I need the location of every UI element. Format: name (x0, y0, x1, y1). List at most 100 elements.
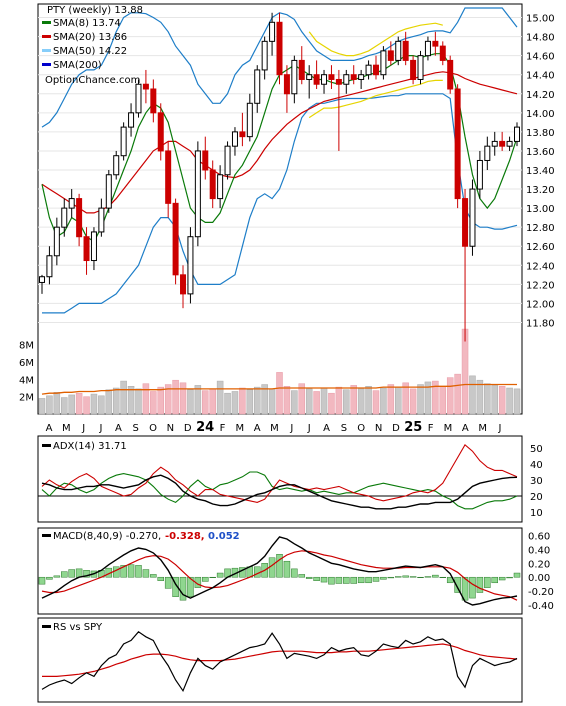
candle-body (358, 74, 365, 80)
macd-histogram-bar (202, 576, 209, 582)
volume-bar (246, 389, 254, 415)
candle-body (224, 145, 231, 176)
volume-bar (498, 386, 506, 415)
volume-bar (283, 386, 291, 415)
candle-body (306, 74, 313, 80)
macd-histogram-bar (53, 575, 61, 578)
candle-body (113, 155, 120, 176)
volume-bar (432, 380, 439, 415)
macd-hist-value: 0.052 (208, 531, 240, 542)
volume-bar (506, 387, 513, 415)
candle-body (239, 131, 246, 138)
macd-histogram-bar (476, 576, 484, 593)
candle-body (128, 112, 135, 128)
volume-bar (409, 388, 417, 415)
volume-bar (142, 383, 150, 415)
candle-body (135, 83, 142, 114)
macd-histogram-bar (424, 576, 432, 578)
price-tick-label: 12.00 (526, 299, 555, 310)
macd-pane: 0.60 0.40 0.20 0.00 -0.20 -0.40 MACD(8,40,9) … (37, 527, 554, 615)
volume-bar (135, 388, 142, 415)
candle-body (432, 40, 439, 47)
macd-histogram-bar (179, 576, 187, 601)
x-axis-label: D (392, 423, 400, 434)
price-tick-label: 12.80 (526, 223, 555, 234)
candle-body (246, 102, 253, 138)
volume-bar (380, 387, 387, 415)
volume-bar (150, 391, 157, 415)
legend-swatch-sma20 (42, 35, 51, 38)
price-tick-label: 13.80 (526, 128, 555, 139)
volume-bar (112, 387, 120, 415)
volume-bar (75, 392, 83, 415)
candle-body (313, 74, 320, 85)
volume-average-line (41, 383, 517, 395)
candle-body (157, 112, 164, 152)
x-axis-label: M (478, 423, 487, 434)
candle-body (46, 255, 53, 278)
macd-histogram-bar (350, 576, 357, 584)
candle-body (484, 145, 491, 161)
macd-legend-swatch (42, 534, 51, 537)
legend-swatch-sma8 (42, 21, 51, 24)
x-axis-label: J (289, 423, 293, 434)
legend-sma200: SMA(200) (53, 60, 102, 71)
volume-bar (127, 386, 135, 415)
candle-body (269, 21, 276, 42)
x-axis-labels: A M J J A S O N D 24 F M A M J J A S O N D 25 F M A M J (46, 420, 502, 435)
volume-bar (268, 388, 276, 415)
macd-histogram-bar (387, 576, 395, 579)
macd-histogram-bar (135, 565, 142, 578)
candle-body (514, 126, 520, 142)
candle-body (83, 236, 90, 262)
volume-bars (38, 328, 521, 415)
candlesticks (39, 12, 520, 342)
candle-body (365, 64, 372, 76)
legend-sma50: SMA(50) 14.22 (53, 46, 127, 57)
macd-tick-label: 0.20 (528, 559, 550, 570)
x-axis-label: A (115, 423, 122, 434)
macd-histogram-bar (46, 576, 53, 580)
volume-bar (231, 391, 239, 415)
volume-bar (239, 387, 246, 415)
volume-bar (172, 379, 179, 415)
candle-body (469, 188, 476, 247)
x-axis-label: S (133, 423, 139, 434)
x-axis-label: A (323, 423, 330, 434)
macd-histogram-bar (513, 572, 521, 578)
adx-tick-label: 20 (530, 492, 543, 503)
legend-sma8: SMA(8) 13.74 (53, 18, 121, 29)
macd-histogram-bar (172, 576, 179, 597)
x-axis-label: 25 (404, 420, 422, 435)
candle-body (491, 140, 498, 147)
rs-legend-swatch (42, 625, 51, 628)
candle-body (53, 226, 60, 257)
adx-line (41, 474, 518, 510)
volume-bar (90, 393, 98, 415)
price-tick-label: 14.80 (526, 33, 555, 44)
x-axis-label: F (428, 423, 434, 434)
macd-histogram-bar (216, 572, 224, 578)
candle-body (98, 207, 105, 233)
minus-di-line (41, 443, 518, 503)
volume-bar (202, 390, 209, 415)
candle-body (105, 174, 112, 209)
macd-axis: 0.60 0.40 0.20 0.00 -0.20 -0.40 (528, 531, 554, 612)
candle-body (254, 69, 261, 104)
macd-signal-line (41, 550, 518, 601)
macd-histogram-bar (313, 576, 320, 581)
candle-body (447, 59, 454, 90)
volume-bar (395, 386, 402, 415)
macd-histogram-bar (469, 576, 476, 599)
candle-body (321, 74, 328, 85)
volume-bar (68, 394, 75, 415)
macd-tick-label: -0.20 (528, 587, 554, 598)
volume-bar (291, 390, 298, 415)
price-tick-label: 13.60 (526, 147, 555, 158)
x-axis-label: J (99, 423, 103, 434)
candle-body (261, 40, 268, 71)
volume-bar (365, 386, 372, 415)
macd-histogram-bar (454, 576, 461, 593)
macd-histogram-bar (402, 575, 409, 578)
volume-bar (328, 392, 335, 415)
